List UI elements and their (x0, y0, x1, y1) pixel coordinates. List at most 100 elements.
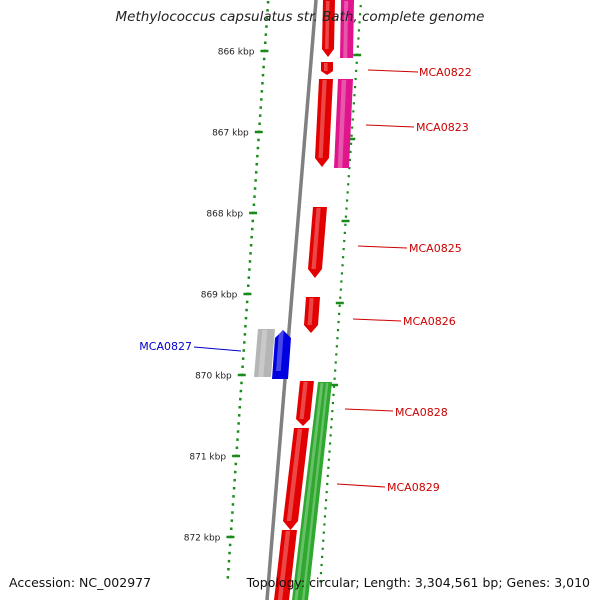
scale-minor-tick (239, 389, 243, 393)
feature-mca0823[interactable] (315, 79, 333, 167)
feature-mca0829-shape (283, 428, 309, 530)
gene-label-text: MCA0823 (416, 121, 469, 134)
scale-minor-tick (227, 559, 231, 563)
scale-tick-label: 868 kbp (206, 210, 243, 220)
scale-minor-tick (266, 9, 269, 12)
scale-minor-tick (252, 203, 256, 206)
feature-mca0827[interactable] (272, 330, 291, 379)
ring-minor-tick (345, 207, 348, 210)
scale-minor-tick (257, 138, 260, 142)
feature-mca0828-highlight (299, 382, 308, 419)
feature-mca0823-highlight (318, 80, 327, 158)
feature-pink-823-shape (334, 79, 353, 168)
feature-mca0825[interactable] (308, 207, 327, 278)
feature-mca0822-shape (321, 62, 333, 75)
gene-label-text: MCA0828 (395, 406, 448, 419)
scale-tick-label: 866 kbp (218, 48, 255, 58)
scale-minor-tick (244, 316, 248, 320)
scale-minor-tick (253, 195, 256, 198)
ring-minor-tick (341, 264, 344, 267)
scale-minor-tick (227, 568, 230, 571)
ring-minor-tick (339, 288, 342, 291)
feature-red-bottom[interactable] (274, 530, 297, 600)
scale-minor-tick (260, 90, 264, 93)
scale-tick-label: 869 kbp (201, 291, 238, 301)
ring-minor-tick (353, 86, 357, 89)
scale-minor-tick (238, 406, 242, 409)
ring-minor-tick (332, 385, 336, 388)
gene-features (254, 0, 354, 600)
ring-minor-tick (342, 248, 345, 251)
feature-red-top[interactable] (322, 0, 335, 57)
gene-label-mca0825[interactable]: MCA0825 (357, 242, 462, 255)
ring-minor-tick (347, 175, 350, 178)
scale-minor-tick (256, 146, 260, 150)
scale-minor-tick (247, 276, 251, 279)
ring-minor-tick (323, 515, 327, 518)
scale-tick-label: 870 kbp (195, 372, 232, 382)
scale-minor-tick (247, 284, 250, 287)
scale-minor-tick (243, 341, 246, 344)
ring-minor-tick (339, 296, 342, 299)
ring-minor-tick (349, 142, 353, 145)
ring-minor-tick (326, 482, 329, 486)
scale-minor-tick (241, 365, 244, 368)
gene-label-mca0829[interactable]: MCA0829 (336, 481, 440, 494)
feature-pink-top[interactable] (340, 0, 354, 58)
scale-minor-tick (231, 503, 235, 506)
ring-minor-tick (330, 426, 333, 429)
feature-mca0829-highlight (286, 429, 303, 521)
feature-gray-827[interactable] (254, 329, 275, 377)
scale-minor-tick (228, 543, 232, 547)
scale-minor-tick (255, 163, 259, 166)
gene-label-text: MCA0826 (403, 315, 456, 328)
ring-minor-tick (345, 199, 349, 202)
scale-minor-tick (232, 487, 236, 490)
feature-mca0826[interactable] (304, 297, 320, 333)
ring-minor-tick (334, 369, 337, 372)
feature-red-bottom-shape (274, 530, 297, 600)
feature-pink-823[interactable] (334, 79, 353, 168)
scale-minor-tick (258, 114, 262, 117)
genome-info-text: Topology: circular; Length: 3,304,561 bp… (246, 575, 590, 590)
scale-minor-tick (264, 41, 267, 44)
ring-minor-tick (320, 563, 323, 567)
scale-minor-tick (253, 187, 257, 190)
scale-minor-tick (251, 219, 255, 223)
gene-label-mca0826[interactable]: MCA0826 (352, 315, 456, 328)
scale-minor-tick (242, 349, 245, 352)
feature-mca0829[interactable] (283, 428, 309, 530)
feature-green-2[interactable] (300, 382, 332, 600)
scale-minor-tick (248, 260, 252, 263)
scale-minor-tick (265, 17, 269, 20)
scale-minor-tick (235, 446, 239, 449)
scale-minor-tick (245, 300, 249, 304)
scale-minor-tick (256, 154, 259, 158)
gene-label-mca0827[interactable]: MCA0827 (139, 340, 242, 353)
gene-label-text: MCA0825 (409, 242, 462, 255)
ring-minor-tick (319, 580, 322, 583)
scale-minor-tick (250, 235, 253, 239)
gene-label-mca0828[interactable]: MCA0828 (344, 406, 448, 419)
map-title: Methylococcus capsulatus str. Bath, comp… (115, 9, 485, 25)
ring-minor-tick (340, 272, 344, 275)
scale-minor-tick (262, 57, 266, 61)
scale-minor-tick (261, 73, 265, 77)
feature-mca0822[interactable] (321, 62, 333, 75)
ring-minor-tick (333, 377, 336, 380)
feature-mca0823-shape (315, 79, 333, 167)
accession-text: Accession: NC_002977 (9, 575, 152, 590)
ring-minor-tick (350, 134, 353, 137)
feature-mca0825-shape (308, 207, 327, 278)
feature-mca0826-shape (304, 297, 320, 333)
ring-minor-tick (319, 572, 323, 575)
ring-minor-tick (336, 329, 340, 332)
feature-pink-top-highlight (343, 1, 349, 58)
gene-label-mca0823[interactable]: MCA0823 (365, 121, 469, 134)
scale-minor-tick (249, 244, 253, 247)
scale-minor-tick (265, 25, 268, 28)
gene-label-mca0822[interactable]: MCA0822 (367, 66, 472, 79)
ring-minor-tick (336, 337, 339, 340)
ring-minor-tick (335, 345, 338, 348)
feature-mca0828[interactable] (296, 381, 314, 426)
